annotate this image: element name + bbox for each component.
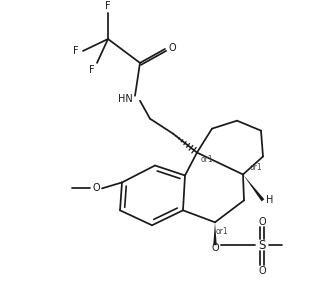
Text: F: F — [89, 65, 95, 75]
Polygon shape — [243, 174, 264, 201]
Text: O: O — [168, 43, 176, 53]
Text: O: O — [258, 266, 266, 276]
Text: O: O — [92, 183, 100, 193]
Text: or1: or1 — [201, 155, 213, 164]
Text: H: H — [266, 195, 274, 205]
Text: or1: or1 — [250, 163, 262, 172]
Text: S: S — [258, 239, 266, 252]
Text: or1: or1 — [216, 227, 228, 236]
Text: O: O — [258, 217, 266, 227]
Polygon shape — [213, 222, 217, 245]
Text: HN: HN — [118, 94, 132, 104]
Text: O: O — [211, 243, 219, 253]
Text: F: F — [105, 1, 111, 11]
Text: F: F — [73, 46, 79, 56]
